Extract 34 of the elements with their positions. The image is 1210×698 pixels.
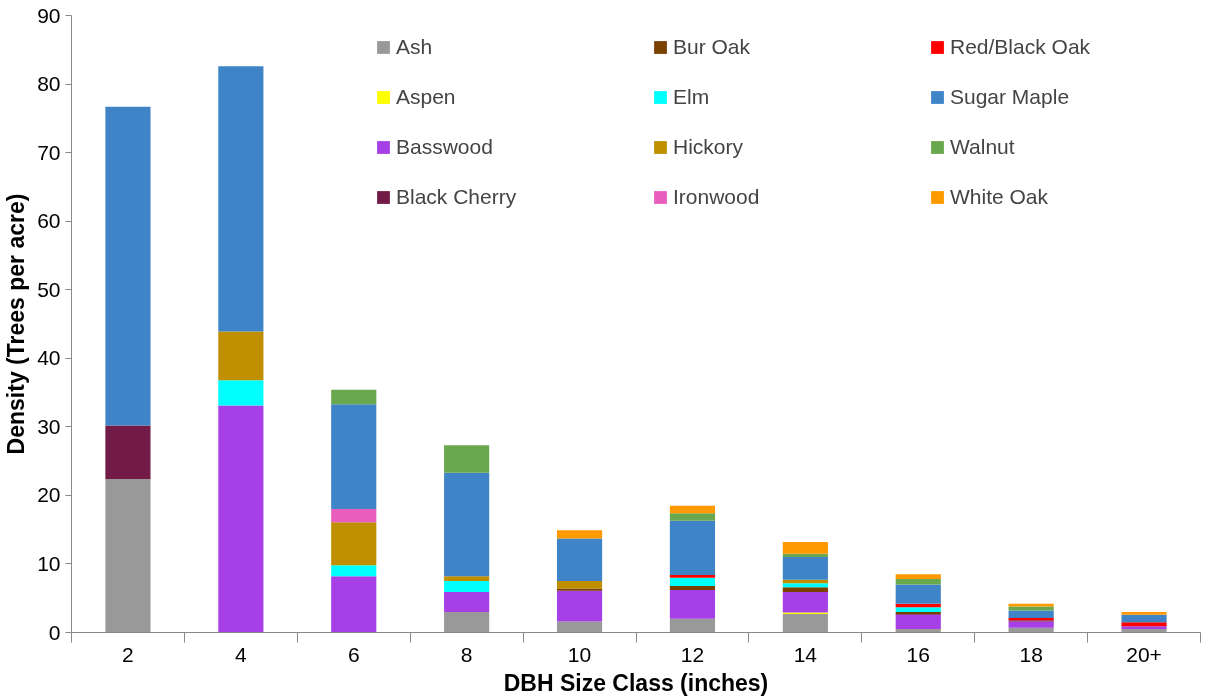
legend-label: Ironwood [673, 185, 761, 209]
legend-label: White Oak [950, 185, 1050, 209]
y-tick-label: 60 [37, 209, 61, 233]
legend-label: Aspen [396, 85, 457, 109]
x-tick-label: 4 [235, 642, 248, 666]
y-tick-label: 50 [37, 277, 61, 301]
x-tick-label: 16 [906, 642, 930, 666]
legend-label: Black Cherry [396, 185, 518, 209]
legend-label: Bur Oak [673, 35, 752, 59]
x-tick-label: 14 [793, 642, 818, 666]
x-tick-label: 6 [347, 642, 360, 666]
y-tick-label: 20 [37, 483, 61, 507]
x-tick-label: 10 [567, 642, 592, 666]
y-tick-label: 70 [37, 140, 61, 164]
x-tick-label: 18 [1019, 642, 1043, 666]
legend-label: Red/Black Oak [950, 35, 1092, 59]
x-tick-label: 20+ [1126, 642, 1162, 666]
legend-label: Hickory [673, 135, 744, 159]
legend-label: Walnut [950, 135, 1016, 159]
legend-label: Sugar Maple [950, 85, 1071, 109]
y-tick-label: 40 [37, 346, 61, 370]
y-tick-label: 10 [37, 551, 61, 575]
x-axis-title: DBH Size Class (inches) [503, 669, 769, 696]
x-tick-label: 8 [460, 642, 473, 666]
y-axis-title: Density (Trees per acre) [3, 193, 30, 455]
legend-label: Basswood [396, 135, 494, 159]
y-tick-label: 80 [37, 72, 61, 96]
y-tick-label: 0 [48, 620, 61, 644]
legend-label: Elm [673, 85, 711, 109]
legend-label: Ash [396, 35, 434, 59]
x-tick-label: 12 [680, 642, 705, 666]
y-tick-label: 30 [37, 414, 61, 438]
x-tick-label: 2 [122, 642, 134, 666]
y-tick-label: 90 [37, 3, 61, 27]
